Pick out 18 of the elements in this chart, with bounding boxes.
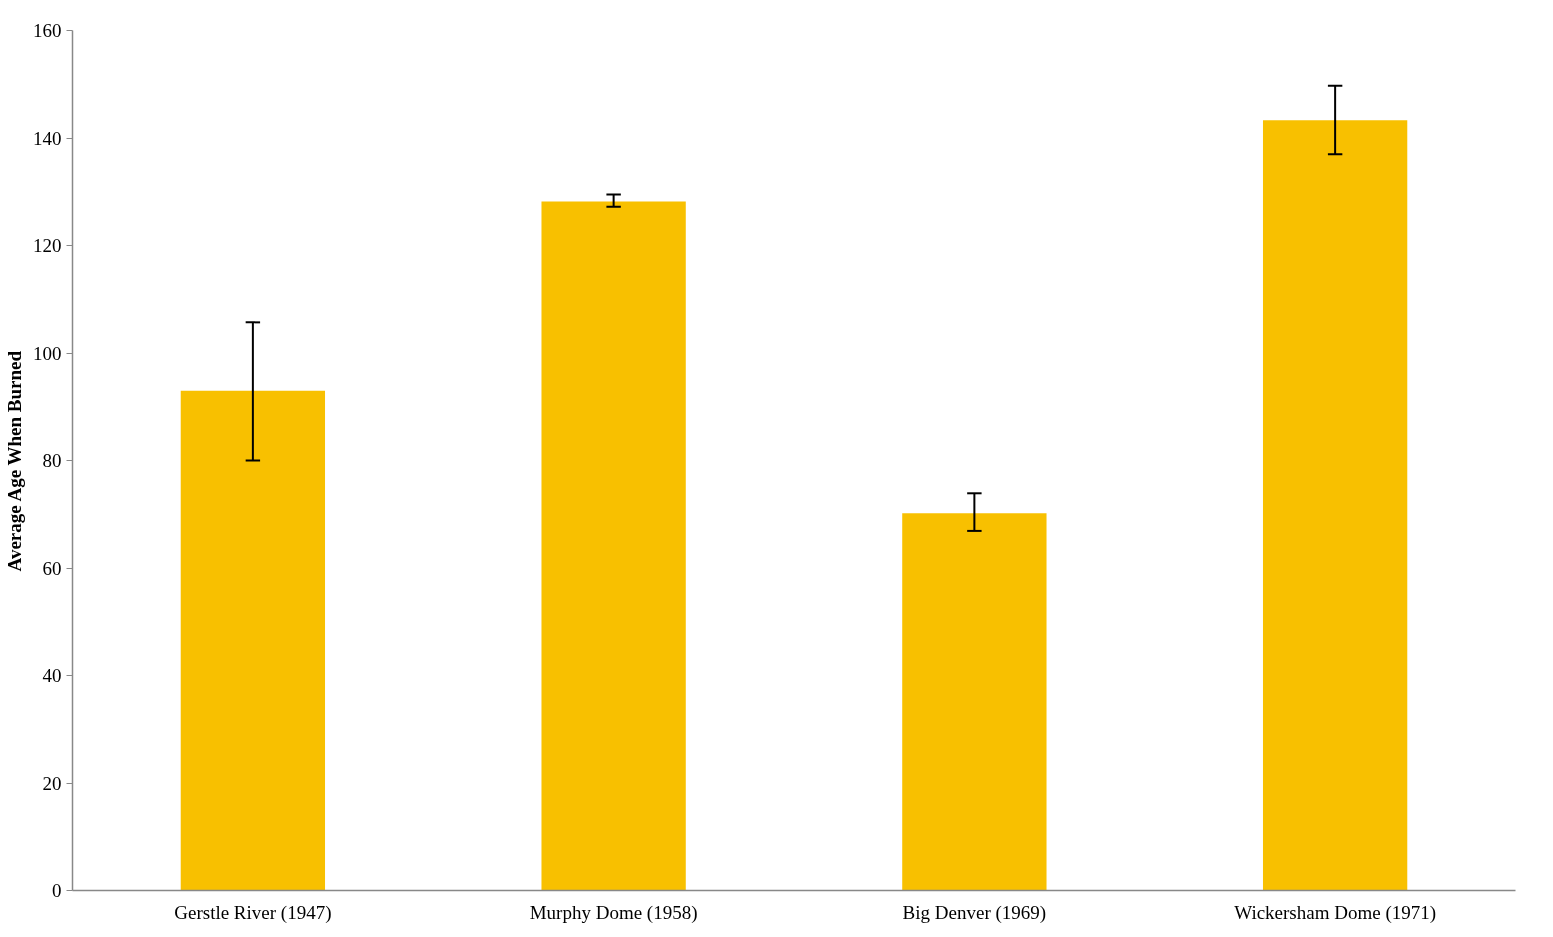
y-tick-label: 160 bbox=[33, 20, 62, 41]
x-tick-label: Big Denver (1969) bbox=[902, 901, 1047, 924]
x-tick-label: Gerstle River (1947) bbox=[174, 901, 332, 924]
y-tick-label: 0 bbox=[52, 880, 62, 901]
bar bbox=[180, 390, 326, 891]
y-tick-label: 40 bbox=[42, 665, 62, 686]
y-tick-label: 120 bbox=[33, 235, 62, 256]
x-tick-label: Wickersham Dome (1971) bbox=[1234, 901, 1437, 924]
bar bbox=[902, 513, 1047, 891]
y-tick-label: 140 bbox=[33, 127, 62, 149]
y-axis-title: Average Age When Burned bbox=[4, 350, 25, 572]
y-tick-label: 80 bbox=[42, 450, 62, 471]
y-tick-label: 20 bbox=[42, 772, 62, 794]
bar bbox=[1262, 120, 1408, 891]
x-tick-label: Murphy Dome (1958) bbox=[529, 901, 698, 924]
bar bbox=[541, 201, 686, 891]
y-tick-label: 60 bbox=[42, 557, 62, 579]
y-tick-label: 100 bbox=[33, 342, 62, 364]
